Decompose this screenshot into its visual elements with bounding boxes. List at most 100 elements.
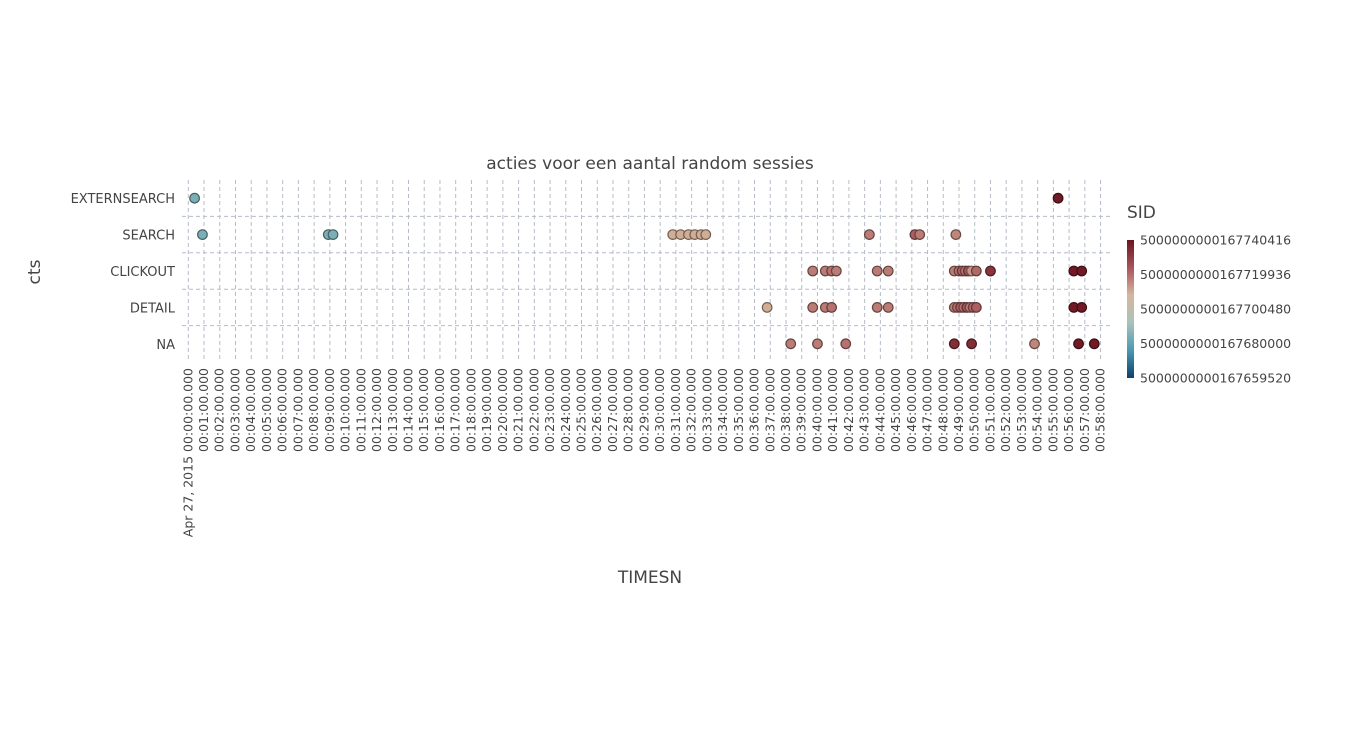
- x-tick-label: 00:51:00.000: [982, 368, 997, 452]
- colorbar-tick-label: 5000000000167700480: [1140, 302, 1291, 317]
- x-tick-label: 00:03:00.000: [227, 368, 242, 452]
- data-point: [882, 302, 894, 313]
- y-tick-label: EXTERNSEARCH: [71, 192, 175, 207]
- x-tick-label: 00:28:00.000: [621, 368, 636, 452]
- y-tick-label: SEARCH: [122, 229, 175, 244]
- x-tick-label: 00:09:00.000: [322, 368, 337, 452]
- x-tick-label: 00:17:00.000: [448, 368, 463, 452]
- x-tick-label: 00:18:00.000: [463, 368, 478, 452]
- x-tick-label: 00:25:00.000: [574, 368, 589, 452]
- x-tick-label: 00:43:00.000: [857, 368, 872, 452]
- x-tick-label: 00:36:00.000: [747, 368, 762, 452]
- x-tick-label: 00:47:00.000: [920, 368, 935, 452]
- data-point: [807, 265, 819, 277]
- x-tick-label: 00:14:00.000: [400, 368, 415, 452]
- x-axis-title: TIMESN: [617, 568, 682, 588]
- colorbar-tick-label: 5000000000167659520: [1140, 371, 1291, 386]
- x-tick-label: 00:16:00.000: [432, 368, 447, 452]
- data-point: [970, 302, 982, 313]
- x-tick-label: 00:13:00.000: [385, 368, 400, 452]
- x-tick-label: 00:29:00.000: [636, 368, 651, 452]
- y-tick-label: NA: [156, 338, 175, 353]
- data-point: [950, 229, 962, 241]
- x-tick-label: 00:38:00.000: [778, 368, 793, 452]
- data-point: [1088, 338, 1100, 350]
- chart-title: acties voor een aantal random sessies: [486, 154, 814, 174]
- x-tick-label: 00:04:00.000: [243, 368, 258, 452]
- data-point: [189, 192, 200, 204]
- data-point: [985, 265, 996, 277]
- x-tick-label: 00:22:00.000: [526, 368, 541, 452]
- x-tick-label: 00:55:00.000: [1045, 368, 1060, 452]
- data-point: [914, 229, 926, 241]
- data-point: [871, 302, 883, 313]
- x-tick-label: 00:52:00.000: [998, 368, 1013, 452]
- x-tick-labels: Apr 27, 2015 00:00:00.000 00:01:00.000 00:…: [180, 368, 1107, 537]
- x-tick-label: 00:24:00.000: [558, 368, 573, 452]
- data-point: [826, 302, 837, 313]
- y-tick-label: CLICKOUT: [110, 265, 175, 280]
- x-tick-label: 00:07:00.000: [290, 368, 305, 452]
- x-tick-label: 00:19:00.000: [479, 368, 494, 452]
- x-tick-label: 00:35:00.000: [731, 368, 746, 452]
- colorbar: SID 5000000000167740416 50000000001677199…: [1127, 203, 1291, 386]
- x-tick-label: 00:54:00.000: [1030, 368, 1045, 452]
- x-tick-label: 00:57:00.000: [1077, 368, 1092, 452]
- x-tick-label: 00:39:00.000: [794, 368, 809, 452]
- data-point: [871, 265, 883, 277]
- data-point: [970, 265, 982, 277]
- x-tick-label: Apr 27, 2015 00:00:00.000: [180, 368, 195, 537]
- data-point: [840, 338, 852, 350]
- x-tick-label: 00:42:00.000: [841, 368, 856, 452]
- x-tick-label: 00:27:00.000: [605, 368, 620, 452]
- x-tick-label: 00:44:00.000: [872, 368, 887, 452]
- x-tick-label: 00:50:00.000: [967, 368, 982, 452]
- x-tick-label: 00:32:00.000: [684, 368, 699, 452]
- data-point: [1076, 302, 1088, 313]
- x-tick-label: 00:31:00.000: [668, 368, 683, 452]
- data-point: [785, 338, 797, 350]
- data-point: [327, 229, 339, 241]
- x-tick-label: 00:34:00.000: [715, 368, 730, 452]
- x-tick-label: 00:05:00.000: [259, 368, 274, 452]
- x-tick-label: 00:15:00.000: [416, 368, 431, 452]
- data-point: [812, 338, 823, 350]
- data-point: [966, 338, 977, 350]
- x-tick-label: 00:56:00.000: [1061, 368, 1076, 452]
- data-point: [761, 302, 773, 313]
- data-point: [882, 265, 894, 277]
- data-point: [807, 302, 819, 313]
- colorbar-tick-label: 5000000000167680000: [1140, 336, 1291, 351]
- data-point: [1052, 192, 1064, 204]
- x-tick-label: 00:26:00.000: [589, 368, 604, 452]
- y-tick-labels: EXTERNSEARCH SEARCH CLICKOUT DETAIL NA: [71, 192, 176, 353]
- x-tick-label: 00:12:00.000: [369, 368, 384, 452]
- data-point: [1076, 265, 1088, 277]
- y-tick-label: DETAIL: [130, 301, 176, 316]
- x-tick-label: 00:58:00.000: [1093, 368, 1108, 452]
- x-tick-label: 00:37:00.000: [762, 368, 777, 452]
- data-point: [1029, 338, 1040, 350]
- data-point: [863, 229, 875, 241]
- x-tick-label: 00:41:00.000: [825, 368, 840, 452]
- colorbar-title: SID: [1127, 203, 1156, 223]
- x-tick-label: 00:10:00.000: [338, 368, 353, 452]
- y-axis-title: cts: [25, 259, 45, 284]
- x-tick-label: 00:45:00.000: [888, 368, 903, 452]
- x-tick-label: 00:40:00.000: [809, 368, 824, 452]
- data-point: [948, 338, 960, 350]
- x-tick-label: 00:11:00.000: [353, 368, 368, 452]
- colorbar-tick-label: 5000000000167740416: [1140, 233, 1291, 248]
- x-tick-label: 00:48:00.000: [935, 368, 950, 452]
- x-tick-label: 00:08:00.000: [306, 368, 321, 452]
- x-tick-label: 00:23:00.000: [542, 368, 557, 452]
- colorbar-gradient: [1127, 240, 1134, 378]
- x-tick-label: 00:01:00.000: [196, 368, 211, 452]
- x-tick-label: 00:30:00.000: [652, 368, 667, 452]
- x-tick-label: 00:02:00.000: [212, 368, 227, 452]
- x-tick-label: 00:06:00.000: [275, 368, 290, 452]
- x-tick-label: 00:53:00.000: [1014, 368, 1029, 452]
- data-point: [197, 229, 208, 241]
- data-points: [189, 192, 1100, 350]
